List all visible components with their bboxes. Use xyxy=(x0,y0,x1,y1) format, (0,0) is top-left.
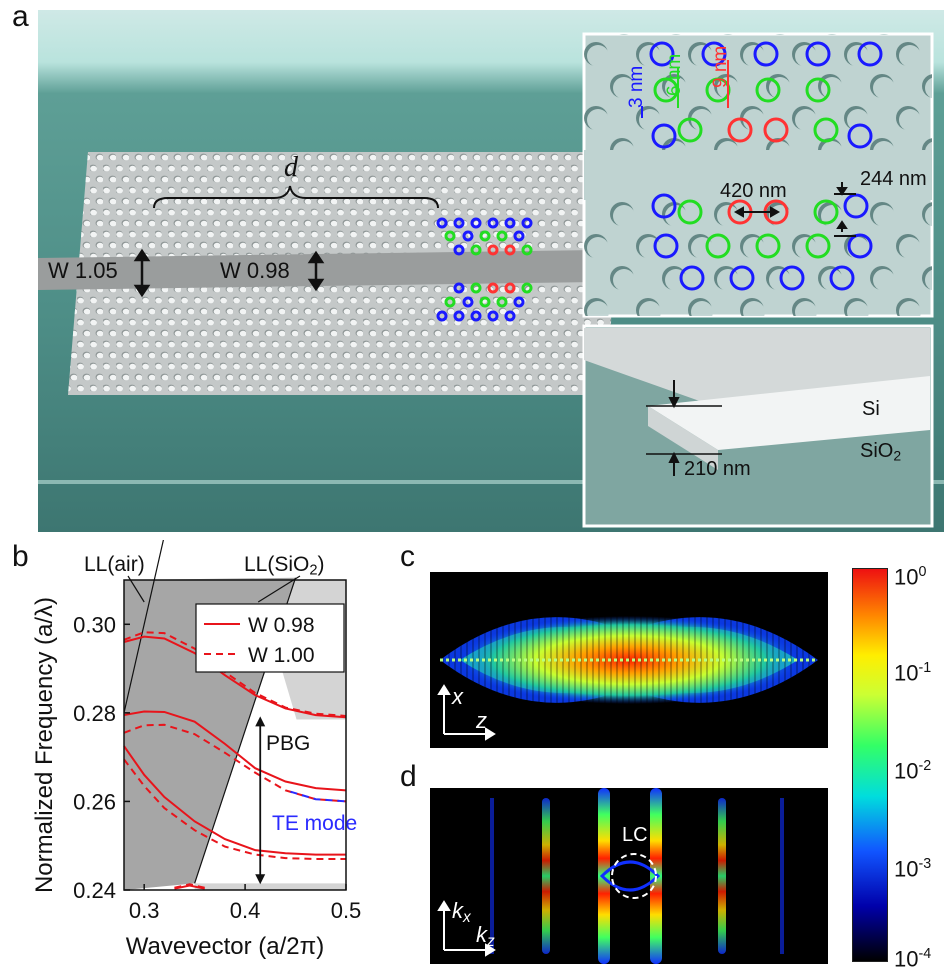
axis-kz-label: kz xyxy=(476,922,495,951)
lc-label: LC xyxy=(622,824,648,846)
y-tick-label-2: 0.28 xyxy=(73,701,116,726)
d-label: d xyxy=(284,152,298,183)
field-intensity-map xyxy=(430,572,828,748)
pbg-label: PBG xyxy=(266,732,311,755)
y-tick-label-3: 0.30 xyxy=(73,612,116,637)
kz-sub: z xyxy=(487,932,495,950)
y-tick-label-1: 0.26 xyxy=(73,789,116,814)
band-w100-3 xyxy=(174,883,205,889)
band-w100-1 xyxy=(123,723,347,803)
band-w100-2 xyxy=(123,758,346,860)
kx-main: k xyxy=(452,898,463,923)
shift-green-label: 6 nm xyxy=(664,53,685,96)
colorbar-tick-4: 10-4 xyxy=(894,946,931,973)
tick-3-base: 10 xyxy=(894,856,919,882)
tick-4-base: 10 xyxy=(894,946,919,972)
panel-a-letter: a xyxy=(12,0,29,33)
pbg-arrow-top xyxy=(255,716,266,727)
shift-red-label: 9 nm xyxy=(710,45,731,88)
x-tick-label-0: 0.3 xyxy=(129,898,160,923)
axis-kx-label: kx xyxy=(452,898,471,927)
tick-0-base: 10 xyxy=(894,564,919,590)
ll-sio2-label: LL(SiO2) xyxy=(244,553,325,579)
x-tick-label-2: 0.5 xyxy=(331,898,362,923)
tick-1-base: 10 xyxy=(894,660,919,686)
colorbar-tick-3: 10-3 xyxy=(894,856,931,883)
colorbar xyxy=(852,568,888,962)
light-line-air xyxy=(123,540,165,713)
ll-sio2-end: ) xyxy=(317,553,325,576)
x-axis-label: Wavevector (a/2π) xyxy=(126,933,324,960)
colorbar-tick-0: 100 xyxy=(894,564,926,591)
kx-sub: x xyxy=(463,908,471,926)
spacing-label: 420 nm xyxy=(720,180,787,202)
plot-frame xyxy=(123,579,347,891)
band-w098-0 xyxy=(123,635,347,719)
kz-main: k xyxy=(476,922,487,947)
ll-sio2-main: LL(SiO xyxy=(244,553,310,576)
x-tick-label-1: 0.4 xyxy=(230,898,261,923)
y-tick-label-0: 0.24 xyxy=(73,878,116,903)
y-axis-label: Normalized Frequency (a/λ) xyxy=(31,597,58,893)
te-mode-band xyxy=(290,790,347,803)
panel-c-letter: c xyxy=(400,540,415,573)
k-space-map xyxy=(430,788,828,964)
legend-label-0: W 0.98 xyxy=(248,614,315,637)
panel-b-letter: b xyxy=(12,540,29,573)
si-label: Si xyxy=(862,398,880,420)
w105-label: W 1.05 xyxy=(48,258,118,283)
ll-air-label: LL(air) xyxy=(84,553,145,576)
band-w098-2 xyxy=(123,745,346,856)
lower-continuum-region xyxy=(194,883,346,890)
axis-x-label: x xyxy=(452,684,463,709)
diameter-label: 244 nm xyxy=(860,168,927,190)
pbg-arrow-bottom xyxy=(255,874,266,885)
panel-a-figure xyxy=(38,10,944,532)
te-mode-label: TE mode xyxy=(272,812,358,835)
colorbar-tick-2: 10-2 xyxy=(894,758,931,785)
band-diagram-chart: 0.3 0.4 0.5 0.24 0.26 0.28 0.30 Wavevector (a/2… xyxy=(31,540,362,960)
tick-2-base: 10 xyxy=(894,758,919,784)
tick-0-exp: 0 xyxy=(918,564,927,580)
axis-z-label: z xyxy=(476,708,487,733)
tick-1-exp: -1 xyxy=(918,660,932,676)
band-w098-3 xyxy=(174,884,205,890)
tick-4-exp: -4 xyxy=(918,946,932,962)
legend-box xyxy=(195,603,345,673)
shift-blue-label: 3 nm xyxy=(626,65,647,108)
tick-3-exp: -3 xyxy=(918,856,932,872)
panel-d-letter: d xyxy=(400,760,417,793)
thickness-label: 210 nm xyxy=(684,458,751,480)
w098-label: W 0.98 xyxy=(220,258,290,283)
colorbar-tick-1: 10-1 xyxy=(894,660,931,687)
tick-2-exp: -2 xyxy=(918,758,932,774)
ll-sio2-sub: 2 xyxy=(309,562,318,579)
band-w098-1 xyxy=(123,710,347,792)
sio2-main: SiO xyxy=(860,440,894,462)
legend-label-1: W 1.00 xyxy=(248,644,315,667)
sio2-label: SiO2 xyxy=(860,440,901,464)
sio2-sub: 2 xyxy=(893,447,902,464)
